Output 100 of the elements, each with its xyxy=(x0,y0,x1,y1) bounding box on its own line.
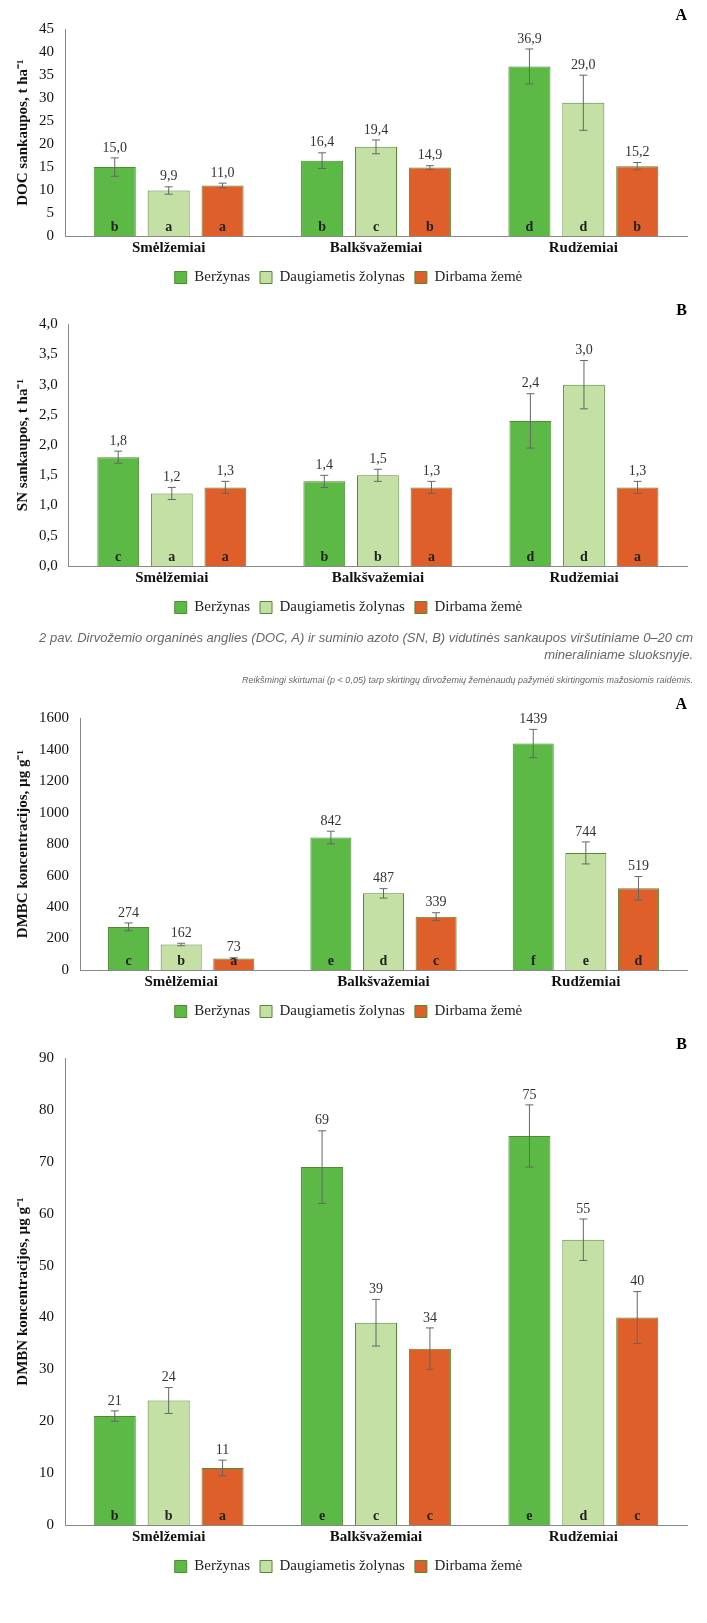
y-axis-title: SN sankaupos, t ha⁻¹ xyxy=(13,379,30,512)
y-tick-label: 50 xyxy=(39,1256,54,1273)
y-tick-label: 5 xyxy=(46,203,54,220)
data-label: 1,3 xyxy=(628,463,647,479)
x-tick-label: Balkšvažemiai xyxy=(331,568,425,585)
y-tick-label: 1200 xyxy=(39,772,69,789)
data-label: 519 xyxy=(627,858,649,874)
annotation: d xyxy=(579,1507,588,1523)
data-label: 75 xyxy=(522,1086,537,1102)
annotation: b xyxy=(318,218,327,234)
chart-title: A xyxy=(675,694,688,712)
annotation: c xyxy=(433,952,440,968)
y-axis-title: DOC sankaupos, t ha⁻¹ xyxy=(13,59,30,206)
legend-label: Daugiametis žolynas xyxy=(279,598,406,615)
data-label: 16,4 xyxy=(309,134,335,150)
y-tick-label: 90 xyxy=(39,1049,54,1066)
legend-label: Daugiametis žolynas xyxy=(279,1002,406,1019)
x-tick-label: Smėlžemiai xyxy=(132,1527,206,1544)
annotation: d xyxy=(579,218,588,234)
legend-label: Dirbama žemė xyxy=(434,598,523,615)
data-label: 39 xyxy=(369,1281,383,1297)
y-tick-label: 3,5 xyxy=(39,345,58,362)
annotation: d xyxy=(580,548,589,564)
data-label: 1439 xyxy=(519,711,548,727)
data-label: 36,9 xyxy=(517,30,542,46)
data-label: 29,0 xyxy=(571,56,596,72)
x-tick-label: Smėlžemiai xyxy=(144,972,218,989)
chart-title: B xyxy=(676,1034,688,1052)
annotation: b xyxy=(164,1507,173,1523)
y-tick-label: 10 xyxy=(39,1464,54,1481)
annotation: a xyxy=(219,1507,227,1523)
x-tick-label: Rudžemiai xyxy=(548,238,618,255)
data-label: 11 xyxy=(215,1441,230,1457)
annotation: a xyxy=(168,548,176,564)
y-tick-label: 10 xyxy=(39,180,54,197)
legend-label: Beržynas xyxy=(194,1002,251,1019)
annotation: c xyxy=(634,1507,641,1523)
data-label: 11,0 xyxy=(210,164,235,180)
legend-label: Dirbama žemė xyxy=(434,1557,523,1574)
y-axis-title: DMBN koncentracijos, µg g⁻¹ xyxy=(13,1197,30,1386)
annotation: b xyxy=(177,952,186,968)
y-tick-label: 200 xyxy=(46,929,69,946)
annotation: e xyxy=(582,952,589,968)
annotation: c xyxy=(372,218,380,234)
y-tick-label: 0 xyxy=(46,1515,54,1532)
data-label: 1,3 xyxy=(422,463,441,479)
y-axis-title: DMBC koncentracijos, µg g⁻¹ xyxy=(13,750,30,939)
data-label: 487 xyxy=(373,870,394,886)
data-label: 1,3 xyxy=(216,463,235,479)
data-label: 2,4 xyxy=(521,375,540,391)
data-label: 744 xyxy=(575,823,597,839)
annotation: d xyxy=(634,952,643,968)
annotation: b xyxy=(110,1507,119,1523)
data-label: 1,4 xyxy=(315,457,334,472)
annotation: e xyxy=(526,1507,533,1523)
annotation: e xyxy=(327,952,334,968)
data-label: 24 xyxy=(161,1369,176,1385)
chart-title: B xyxy=(676,300,688,318)
y-tick-label: 2,0 xyxy=(39,436,58,453)
data-label: 15,2 xyxy=(624,144,650,160)
data-label: 40 xyxy=(630,1273,645,1289)
text: Reikšmingi skirtumai (p < 0,05) tarp skirtingų dirvožemių žemėnaudų pažymėti skirtingomis mažosiomis raidėmis. xyxy=(241,674,694,687)
chart-title: A xyxy=(675,5,688,23)
annotation: c xyxy=(125,952,132,968)
annotation: a xyxy=(634,548,642,564)
y-tick-label: 60 xyxy=(39,1204,54,1221)
y-tick-label: 1,5 xyxy=(39,466,58,483)
y-tick-label: 40 xyxy=(39,43,54,60)
y-tick-label: 0 xyxy=(61,960,69,977)
data-label: 1,2 xyxy=(163,469,181,485)
data-label: 162 xyxy=(170,924,192,940)
x-tick-label: Rudžemiai xyxy=(549,568,619,585)
data-label: 274 xyxy=(118,904,140,920)
annotation: b xyxy=(320,548,329,564)
annotation: a xyxy=(165,218,173,234)
x-tick-label: Rudžemiai xyxy=(548,1527,618,1544)
annotation: a xyxy=(427,548,435,564)
y-tick-label: 45 xyxy=(39,20,54,37)
annotation: d xyxy=(525,218,534,234)
legend-label: Beržynas xyxy=(194,1557,251,1574)
text: 2 pav. Dirvožemio organinės anglies (DOC, A) ir suminio azoto (SN, B) vidutinės sankaupos viršutiniame 0–20 cm mineraliniame sluoksnyje. xyxy=(38,629,694,664)
y-tick-label: 20 xyxy=(39,135,54,152)
annotation: e xyxy=(318,1507,326,1523)
annotation: b xyxy=(426,218,435,234)
y-tick-label: 15 xyxy=(39,158,54,174)
y-tick-label: 2,5 xyxy=(39,405,58,422)
legend-label: Dirbama žemė xyxy=(434,1002,523,1019)
y-tick-label: 4,0 xyxy=(39,315,58,332)
y-tick-label: 1000 xyxy=(39,803,69,820)
data-label: 14,9 xyxy=(417,147,443,163)
annotation: b xyxy=(373,548,382,564)
y-tick-label: 30 xyxy=(39,1360,54,1377)
annotation: c xyxy=(426,1507,434,1523)
y-tick-label: 40 xyxy=(39,1308,54,1325)
annotation: a xyxy=(221,548,229,564)
annotation: b xyxy=(110,218,119,234)
data-label: 1,5 xyxy=(369,450,387,466)
y-tick-label: 0,0 xyxy=(39,556,58,573)
y-tick-label: 1400 xyxy=(39,740,69,757)
x-tick-label: Smėlžemiai xyxy=(132,238,206,255)
